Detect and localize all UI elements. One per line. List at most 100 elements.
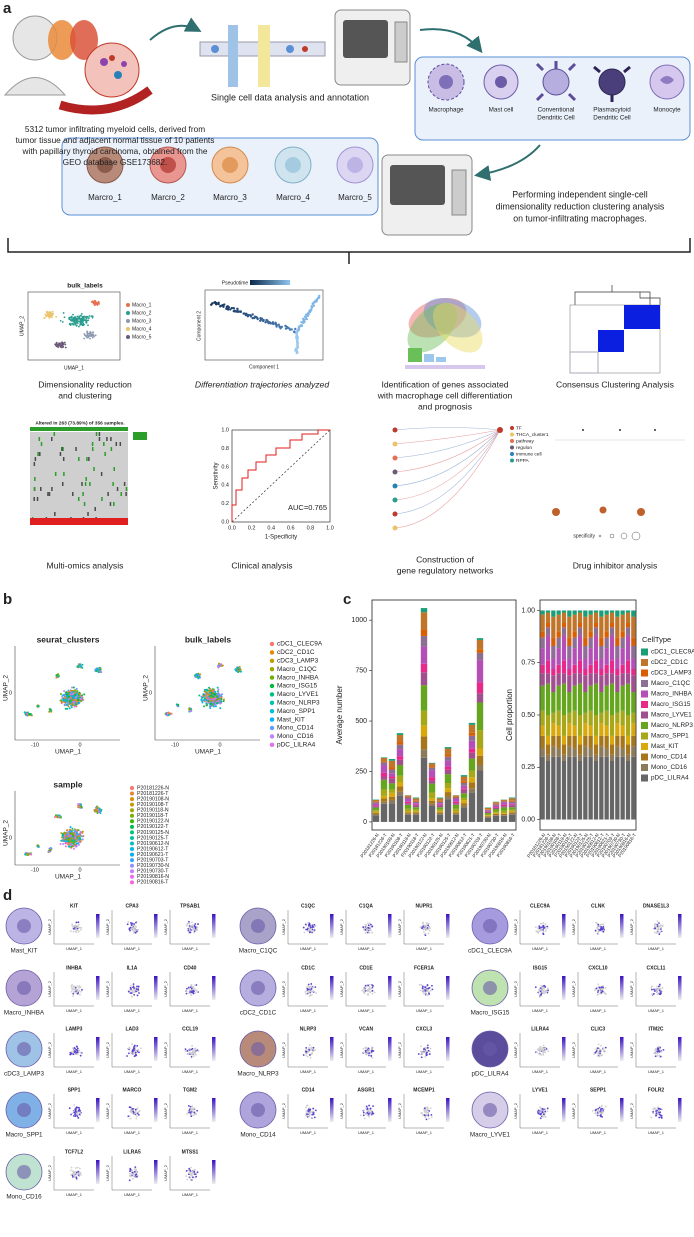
cell-dot <box>309 1108 312 1111</box>
cell-dot <box>76 929 79 931</box>
bar-segment <box>588 735 593 749</box>
bar-segment <box>561 660 567 674</box>
legend-label: Macro_INHBA <box>277 674 319 681</box>
bar-segment <box>540 610 545 615</box>
bar-segment <box>492 802 500 804</box>
bar-segment <box>388 758 396 761</box>
bar-segment <box>500 802 508 805</box>
bar-segment <box>631 723 636 736</box>
cell-dot <box>131 1177 134 1180</box>
cell-dot <box>46 313 49 316</box>
cell-dot <box>75 1172 77 1175</box>
bar-segment <box>577 683 583 715</box>
axis-label: UMAP_1 <box>648 1130 665 1135</box>
bar-segment <box>476 702 484 731</box>
cell-dot <box>66 707 69 710</box>
cell-dot <box>64 704 67 707</box>
legend-swatch <box>641 711 648 719</box>
cell-dot <box>368 988 371 991</box>
y-tick-label: 0.00 <box>521 816 535 823</box>
cell-dot <box>424 932 427 935</box>
x-tick-label: 0 <box>78 742 81 748</box>
legend-dot <box>510 452 514 456</box>
gene-title: DNASE1L3 <box>643 903 669 909</box>
bar-segment <box>412 797 420 799</box>
axis-label: UMAP_2 <box>339 1102 344 1119</box>
cell-dot <box>365 1113 368 1116</box>
cell-dot <box>92 331 94 334</box>
node <box>392 525 398 531</box>
cell-dot <box>201 701 204 704</box>
bar-segment <box>460 775 468 777</box>
cell-dot <box>82 317 84 320</box>
bar-segment <box>572 664 577 674</box>
bar-segment <box>476 639 484 650</box>
cell-dot <box>651 985 653 988</box>
oncoprint-hit <box>88 457 90 461</box>
cell-dot <box>56 815 59 818</box>
cell-dot <box>661 1117 663 1119</box>
cell-dot <box>73 1110 75 1112</box>
cell-dot <box>138 992 140 994</box>
legend-dot <box>126 303 130 307</box>
cell-dot <box>77 699 80 702</box>
bar-segment <box>631 735 636 747</box>
cell-dot <box>305 1106 307 1109</box>
axis-label: UMAP_2 <box>339 980 344 997</box>
bar-segment <box>604 637 609 649</box>
cell-dot <box>78 663 81 666</box>
bar-segment <box>428 777 436 781</box>
bar-segment <box>372 807 380 811</box>
plot-title: bulk_labels <box>185 634 232 644</box>
size-key <box>598 534 602 538</box>
bar-segment <box>609 660 615 674</box>
colorbar <box>446 1037 450 1061</box>
cell-dot <box>193 984 196 987</box>
cell-dot <box>539 1106 542 1109</box>
cell-nucleus <box>483 981 497 995</box>
cell-dot <box>365 1053 367 1055</box>
axis-label: UMAP_2 <box>513 1102 518 1119</box>
bar-segment <box>577 673 583 684</box>
bar-segment <box>593 735 599 745</box>
cell-dot <box>69 826 72 829</box>
bar-segment <box>545 623 551 628</box>
cell-dot <box>188 1172 191 1175</box>
bar-segment <box>625 610 631 613</box>
cell-dot <box>314 1109 317 1112</box>
colorbar <box>96 1098 100 1122</box>
cell-dot <box>308 927 311 930</box>
bar-segment <box>540 725 545 736</box>
bar-segment <box>572 610 577 615</box>
bar-segment <box>551 735 556 747</box>
oncoprint-hit <box>53 432 56 436</box>
cell-dot <box>652 992 655 995</box>
cell-dot <box>596 922 598 925</box>
cell-nucleus <box>17 1165 31 1179</box>
legend-label: cDC2_CD1C <box>651 659 688 666</box>
bar-segment <box>588 610 593 615</box>
bar-segment <box>452 804 460 809</box>
cell-dot <box>304 923 307 926</box>
bar-segment <box>599 610 604 617</box>
bar-segment <box>492 805 500 807</box>
cell-dot <box>48 313 51 315</box>
oncoprint-hit <box>98 437 101 441</box>
axis-label: UMAP_2 <box>163 1102 168 1119</box>
cell-dot <box>24 853 27 856</box>
bar-segment <box>540 664 545 674</box>
axis-label: UMAP_1 <box>55 874 81 881</box>
bar-segment <box>577 754 583 761</box>
bar-segment <box>615 746 620 757</box>
cell-dot <box>227 306 231 309</box>
cell-dot <box>417 1053 420 1055</box>
cell-dot <box>192 1176 194 1179</box>
bar-segment <box>396 756 404 760</box>
cell-dot <box>534 986 537 989</box>
cell-dot <box>211 690 214 693</box>
bar-segment <box>420 685 428 711</box>
colorbar <box>212 976 216 1000</box>
axis-label: UMAP_2 <box>513 980 518 997</box>
oncoprint-hit <box>113 467 115 471</box>
bar-segment <box>609 673 615 684</box>
